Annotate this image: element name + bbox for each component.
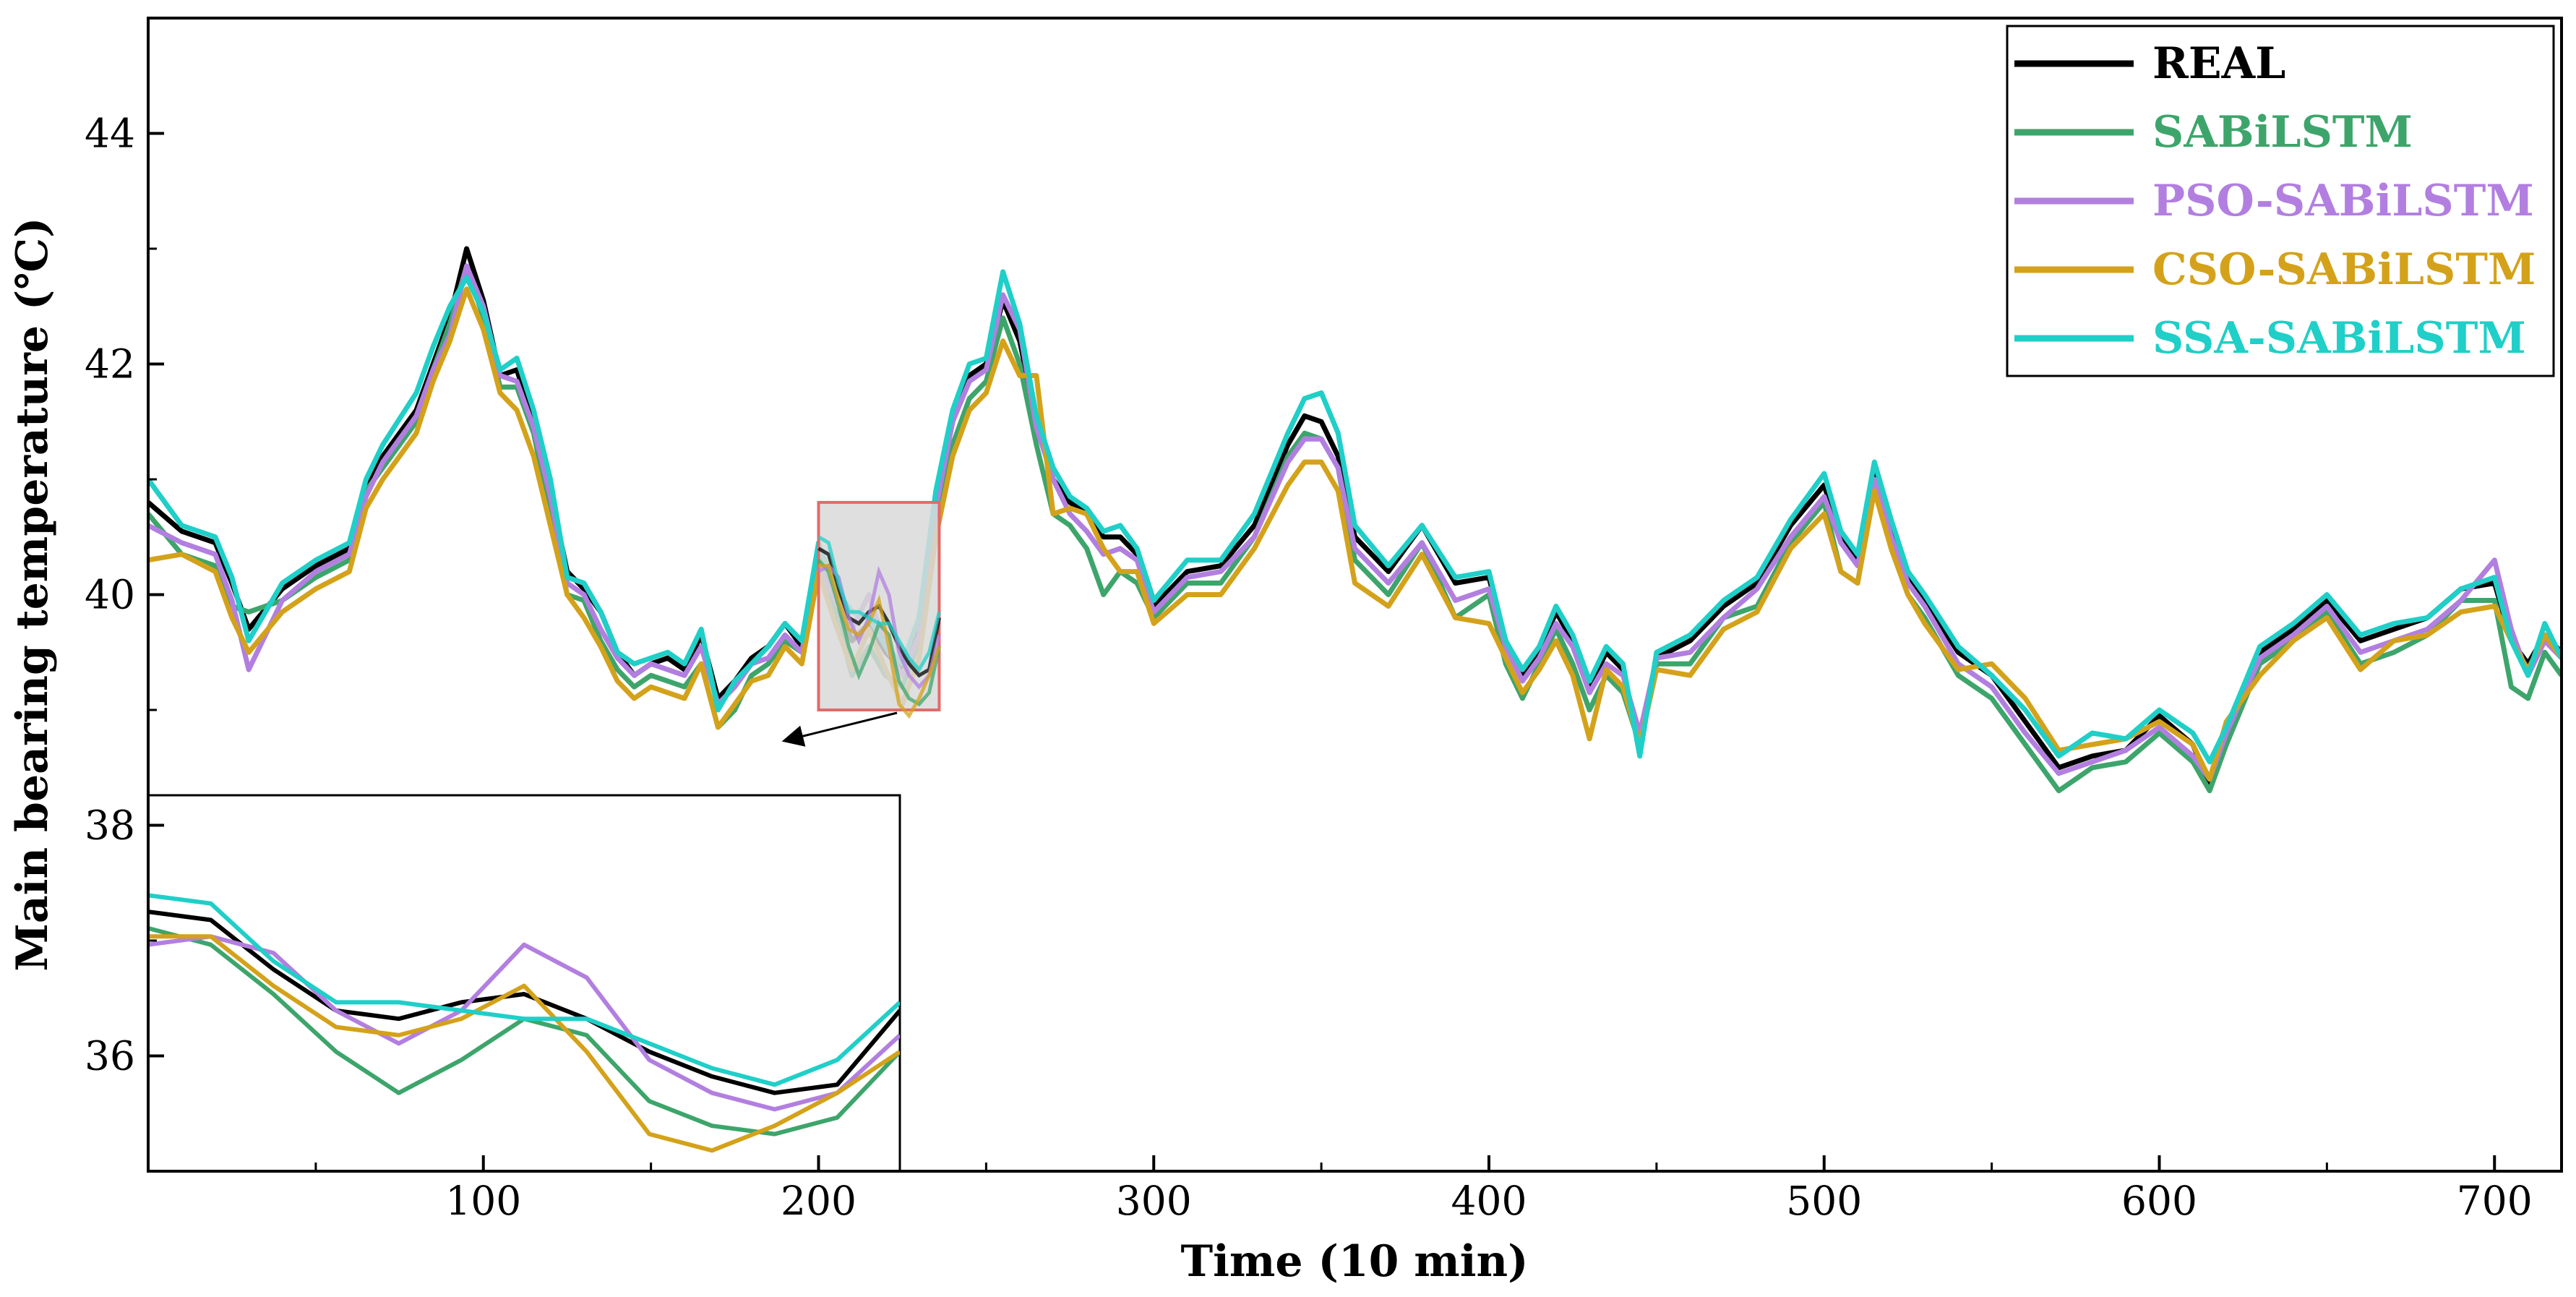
zoom-arrow: [781, 711, 898, 747]
series-line-cso-sabilstm: [148, 286, 2562, 782]
inset-line-pso-sabilstm: [148, 934, 900, 1112]
inset-panel: [147, 794, 901, 1173]
y-tick-label-42: 42: [85, 341, 135, 388]
inset-line-ssa-sabilstm: [148, 893, 900, 1087]
legend-label-sabilstm: SABiLSTM: [2152, 107, 2413, 158]
x-tick-label-400: 400: [1451, 1178, 1527, 1224]
x-tick-label-500: 500: [1786, 1178, 1862, 1224]
inset-line-cso-sabilstm: [148, 934, 900, 1153]
legend-label-real: REAL: [2152, 38, 2285, 89]
y-tick-label-44: 44: [85, 111, 135, 157]
y-tick-label-40: 40: [85, 572, 135, 618]
zoom-line-cso-sabilstm: [818, 564, 941, 719]
y-tick-label-38: 38: [85, 802, 135, 849]
series-line-ssa-sabilstm: [148, 269, 2562, 765]
inset-series-layer: [148, 893, 900, 1153]
axis-ticks: 100 200 300 400 500 600 700 36 38 40 42 44: [85, 111, 2533, 1225]
legend-label-ssa-sabilstm: SSA-SABiLSTM: [2152, 313, 2526, 364]
series-line-pso-sabilstm: [148, 263, 2562, 782]
x-tick-label-100: 100: [445, 1178, 521, 1224]
x-tick-label-600: 600: [2121, 1178, 2197, 1224]
x-tick-label-200: 200: [781, 1178, 856, 1224]
legend-label-cso-sabilstm: CSO-SABiLSTM: [2152, 244, 2536, 295]
zoom-region-lines: [817, 535, 941, 719]
series-layer: [148, 246, 2562, 794]
x-tick-label-700: 700: [2457, 1178, 2533, 1224]
inset-line-real: [148, 909, 900, 1095]
x-axis-title: Time (10 min): [1180, 1236, 1528, 1287]
x-tick-label-300: 300: [1116, 1178, 1192, 1224]
y-tick-label-36: 36: [85, 1033, 135, 1079]
zoom-line-ssa-sabilstm: [817, 535, 941, 673]
y-axis-title: Main bearing temperature (℃): [7, 217, 58, 971]
legend-label-pso-sabilstm: PSO-SABiLSTM: [2152, 176, 2534, 226]
legend: REAL SABiLSTM PSO-SABiLSTM CSO-SABiLSTM SSA-…: [2006, 25, 2555, 377]
